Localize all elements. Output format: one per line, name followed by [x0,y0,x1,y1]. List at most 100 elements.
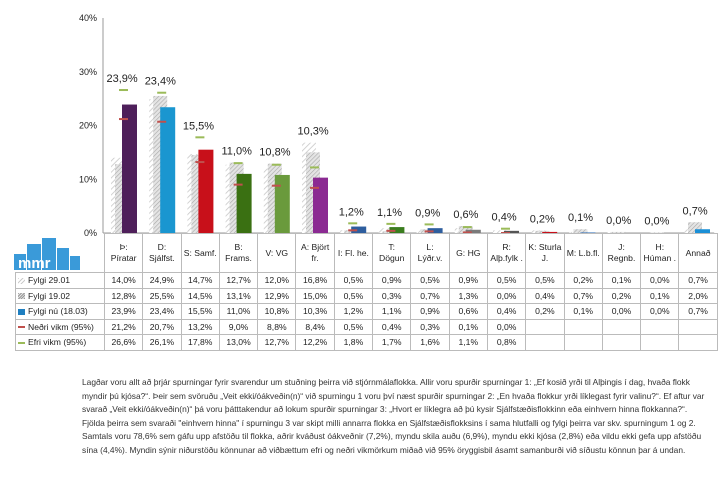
bar-fylgi-nu [351,226,367,233]
table-cell: 0,1% [601,272,642,289]
column-header-text: M: L.b.fl. [566,247,600,258]
bar-fylgi-nu [313,177,328,233]
data-label: 15,5% [183,120,214,132]
column-header-text: H: Húman . [643,242,677,263]
table-cell: 0,2% [601,287,642,304]
table-cell: 0,9% [410,303,450,320]
y-tick-label: 0% [84,228,97,238]
marker-upper [386,222,396,225]
table-cell: 0,4% [486,303,527,320]
bar-fylgi-1902 [688,222,702,233]
data-label: 11,0% [222,146,253,158]
data-label: 0,0% [644,215,669,227]
table-cell: 1,1% [372,303,412,320]
y-tick-label: 30% [79,67,97,77]
table-cell: 23,4% [142,303,182,320]
table-cell: 0,1% [563,303,603,320]
data-label: 0,0% [606,215,631,227]
marker-lower [195,161,205,164]
methodology-note: Lagðar voru allt að þrjár spurningar fyr… [82,377,705,455]
marker-upper [462,226,472,229]
column-header-text: R: Alþ.fylk . [490,242,523,263]
column-header-text: T: Dögun [379,242,405,263]
table-cell: 10,8% [257,303,297,320]
table-cell: 1,1% [448,334,488,351]
column-header-text: B: Frams. [225,242,252,263]
column-header: M: L.b.fl. [563,233,603,273]
column-header-text: L: Lýðr.v. [417,242,443,263]
y-tick-label: 20% [79,121,97,131]
data-label: 1,1% [377,207,402,219]
table-cell [678,334,718,351]
table-cell: 12,9% [257,287,297,304]
marker-lower [348,229,358,232]
column-header: J: Regnb. [601,233,642,273]
table-cell: 8,4% [295,318,335,335]
table-cell: 13,1% [218,287,259,304]
table-cell: 0,5% [410,272,450,289]
bar-fylgi-1902 [573,229,588,233]
table-cell: 0,6% [448,303,488,320]
bar-fylgi-2901 [378,228,393,233]
bar-fylgi-1902 [458,226,473,233]
table-cell: 1,3% [448,287,488,304]
table-cell: 15,5% [180,303,220,320]
table-cell: 0,8% [486,334,527,351]
table-cell: 0,0% [486,287,527,304]
bar-fylgi-1902 [611,231,626,233]
table-cell: 0,5% [333,287,374,304]
marker-upper [195,136,205,139]
bar-fylgi-nu [465,229,481,233]
table-cell: 17,8% [180,334,220,351]
marker-lower [462,231,472,234]
marker-lower [157,120,167,123]
table-cell: 12,2% [295,334,335,351]
column-header: I: Fl. he. [333,233,374,273]
table-row: Neðri vikm (95%) 21,2% 20,7% 13,2% 9,0% 8,8% 8… [15,318,718,335]
data-label: 0,7% [683,205,708,217]
marker-upper [310,166,319,169]
y-tick-label: 40% [79,13,97,23]
column-header: Annað [678,233,718,273]
data-label: 0,4% [492,212,517,224]
data-table: Þ: Píratar D: Sjálfst. S: Samf. B: Frams. V:… [15,233,718,351]
row-label: Neðri vikm (95%) [15,318,105,335]
table-cell: 8,8% [257,318,297,335]
data-label: 0,6% [453,209,478,221]
bar-fylgi-nu [542,231,558,233]
row-label: Efri vikm (95%) [15,334,105,351]
marker-lower [119,118,128,121]
data-label: 23,4% [145,76,176,88]
table-cell [563,334,603,351]
data-label: 1,2% [339,206,364,218]
data-label: 0,1% [568,212,593,224]
row-label: Fylgi 29.01 [15,272,105,289]
marker-lower [386,229,396,232]
table-cell: 12,8% [103,287,144,304]
column-header: Þ: Píratar [103,233,144,273]
y-tick-label: 10% [79,174,97,184]
table-row: Efri vikm (95%) 26,6% 26,1% 17,8% 13,0% 12,7%… [15,334,718,351]
bar-fylgi-nu [198,149,214,233]
table-cell: 0,9% [372,272,412,289]
column-header: L: Lýðr.v. [410,233,450,273]
table-cell: 11,0% [218,303,259,320]
table-cell: 14,0% [103,272,144,289]
table-cell: 20,7% [142,318,182,335]
bar-fylgi-2901 [493,230,507,233]
column-header: S: Samf. [180,233,220,273]
data-label: 10,3% [297,126,328,138]
marker-upper [501,227,510,230]
table-cell [601,334,642,351]
bar-fylgi-nu [427,228,443,233]
table-cell: 14,5% [180,287,220,304]
marker-upper [157,91,167,94]
bar-fylgi-nu [160,107,176,233]
marker-upper [271,163,281,166]
table-cell: 0,3% [410,318,450,335]
table-cell [678,318,718,335]
bar-fylgi-nu [389,227,405,233]
column-header: K: Sturla J. [525,233,565,273]
marker-lower [271,184,281,187]
table-cell: 0,9% [448,272,488,289]
